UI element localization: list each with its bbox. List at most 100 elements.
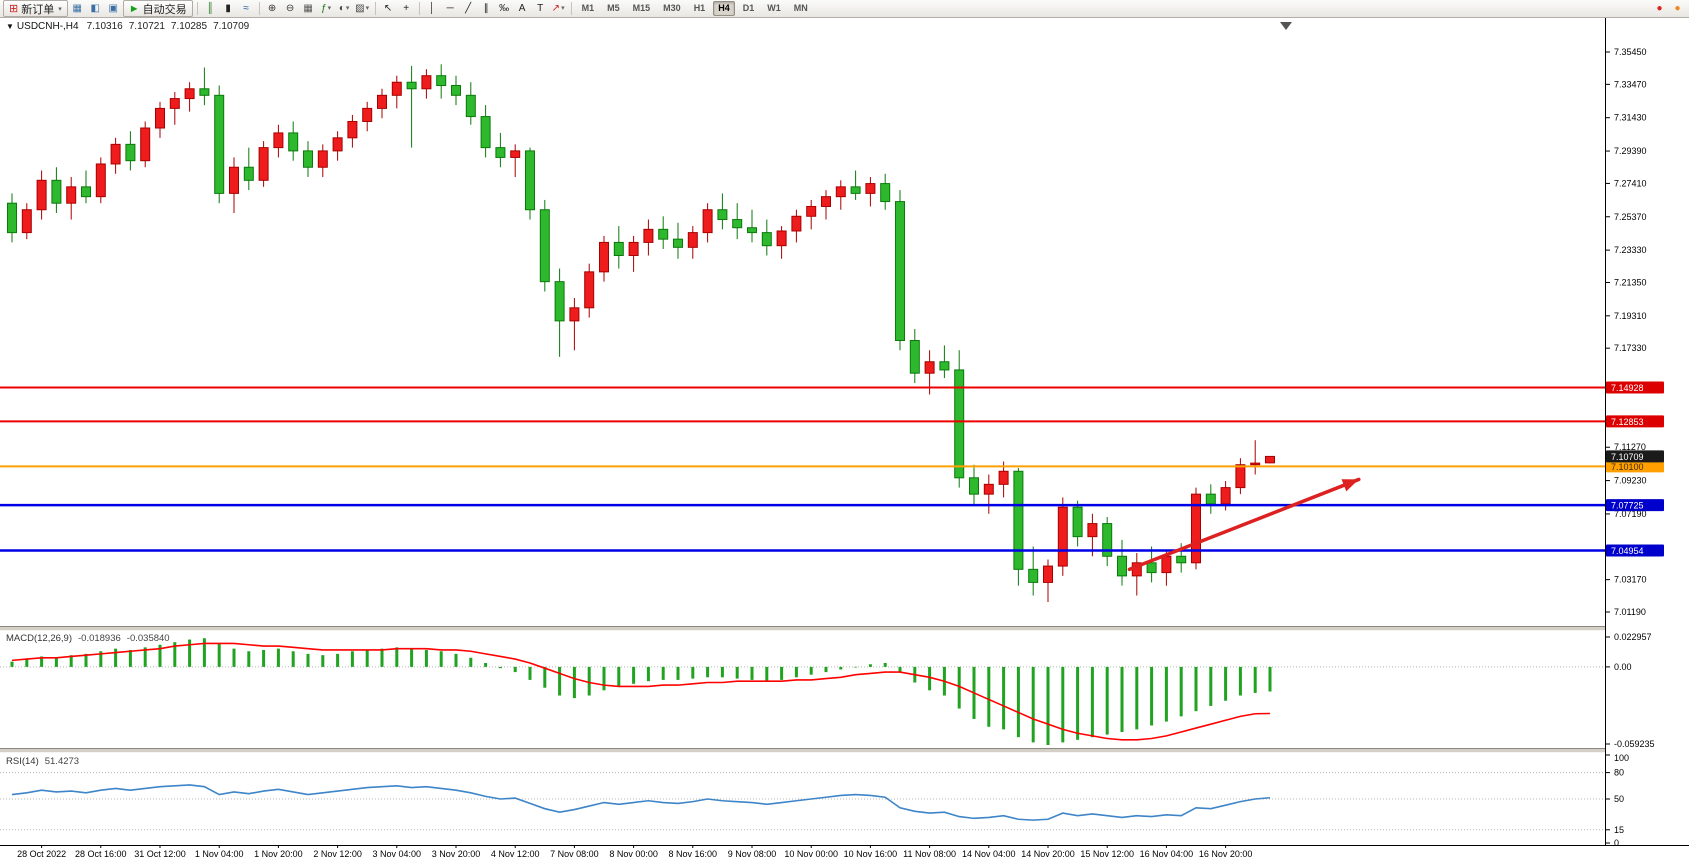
trendline-icon[interactable]: ╱	[460, 1, 477, 16]
macd-bar	[987, 666, 991, 727]
equidistant-channel-icon[interactable]: ∥	[478, 1, 495, 16]
macd-bar	[898, 666, 902, 673]
text-icon[interactable]: A	[514, 1, 531, 16]
timeframe-mn-button[interactable]: MN	[793, 3, 808, 13]
macd-bar	[558, 666, 562, 696]
line-chart-icon: ≈	[243, 3, 249, 14]
crosshair-icon[interactable]: +	[398, 1, 415, 16]
candlestick-chart-icon[interactable]: ▮	[220, 1, 237, 16]
timeframe-m5-button[interactable]: M5	[607, 3, 620, 13]
candle-body	[954, 369, 965, 479]
support-1-price-label: 7.07725	[1606, 499, 1664, 512]
data-window-icon[interactable]: ◧	[87, 1, 104, 16]
indicators-icon[interactable]: ƒ ▾	[318, 1, 335, 16]
market-watch-icon[interactable]: ▦	[69, 1, 86, 16]
indicators-icon: ƒ	[321, 3, 327, 14]
alert-icon[interactable]: ●	[1656, 3, 1663, 14]
timeframe-h4-button[interactable]: H4	[713, 1, 735, 16]
time-axis-label: 3 Nov 04:00	[373, 849, 422, 859]
zoom-in-icon[interactable]: ⊕	[264, 1, 281, 16]
macd-bar	[543, 666, 547, 688]
notifications-icon[interactable]: ●	[1674, 3, 1681, 14]
timeframe-m1-button[interactable]: M1	[581, 3, 595, 13]
data-window-icon: ◧	[90, 3, 100, 14]
bar-chart-icon[interactable]: ║	[202, 1, 219, 16]
candle-body	[510, 150, 521, 158]
price-scale-label: 7.25370	[1614, 212, 1647, 222]
time-axis[interactable]	[0, 846, 1689, 860]
fibonacci-icon[interactable]: ‰	[496, 1, 513, 16]
candle-body	[895, 201, 905, 341]
macd-bar	[247, 651, 251, 667]
candle-body	[1057, 506, 1068, 567]
timeframe-m15-button[interactable]: M15	[632, 3, 651, 13]
macd-bar	[528, 666, 532, 680]
cursor-icon[interactable]: ↖	[380, 1, 397, 16]
timeframe-h1-button[interactable]: H1	[693, 3, 706, 13]
dropdown-caret-icon: ▾	[365, 5, 370, 12]
vertical-line-icon[interactable]: │	[424, 1, 441, 16]
macd-bar	[1179, 666, 1183, 717]
rsi-indicator-name: RSI(14)	[6, 756, 39, 767]
arrows-icon[interactable]: ↗ ▾	[550, 1, 567, 16]
macd-bar	[54, 657, 58, 667]
macd-bar	[794, 666, 798, 678]
candle-body	[465, 94, 476, 118]
candle-body	[1235, 464, 1246, 489]
candle-body	[288, 132, 299, 152]
rsi-value: 51.4273	[44, 756, 80, 767]
candle-body	[969, 477, 979, 495]
macd-bar	[780, 666, 784, 680]
candle-body	[909, 339, 920, 374]
svg-text:7.14928: 7.14928	[1611, 383, 1644, 393]
macd-bar	[173, 642, 177, 667]
horizontal-line-icon: ─	[446, 3, 454, 14]
macd-bar	[646, 666, 650, 682]
candle-body	[1102, 523, 1113, 557]
terminal-icon[interactable]: ▣	[105, 1, 122, 16]
templates-icon[interactable]: ▨ ▾	[354, 1, 371, 16]
zoom-out-icon[interactable]: ⊖	[282, 1, 299, 16]
pane-splitter[interactable]	[0, 748, 1689, 753]
macd-bar	[691, 666, 695, 679]
tile-windows-icon[interactable]: ▦	[300, 1, 317, 16]
rsi-scale-label: 50	[1614, 794, 1624, 804]
fibonacci-icon: ‰	[499, 3, 510, 14]
candle-body	[998, 470, 1009, 485]
toolbar-separator	[196, 2, 198, 15]
macd-bar	[1253, 666, 1257, 693]
price-scale-label: 7.11270	[1614, 442, 1646, 452]
timeframe-d1-button[interactable]: D1	[742, 3, 755, 13]
candle-body	[554, 281, 565, 322]
horizontal-line-icon[interactable]: ─	[442, 1, 459, 16]
candle-body	[1220, 487, 1231, 505]
macd-bar	[1150, 666, 1154, 726]
price-scale[interactable]	[1606, 18, 1689, 845]
macd-bar	[676, 666, 680, 680]
dropdown-caret-icon: ▾	[345, 5, 350, 12]
macd-bar	[262, 649, 266, 667]
macd-bar	[158, 644, 162, 667]
time-axis-label: 31 Oct 12:00	[134, 849, 186, 859]
text-label-icon[interactable]: T	[532, 1, 549, 16]
macd-bar	[1194, 666, 1198, 712]
macd-bar	[1046, 666, 1050, 745]
trend-arrow-annotation[interactable]	[1127, 477, 1361, 572]
timeframe-w1-button[interactable]: W1	[767, 3, 781, 13]
rsi-line	[11, 784, 1271, 821]
pane-splitter[interactable]	[0, 626, 1689, 631]
line-chart-icon[interactable]: ≈	[238, 1, 255, 16]
price-scale-label: 7.07190	[1614, 509, 1647, 519]
candle-body	[613, 241, 624, 257]
candle-body	[880, 183, 891, 203]
macd-scale-label: -0.059235	[1614, 739, 1655, 749]
main-chart-pane[interactable]	[0, 18, 1605, 626]
macd-pane[interactable]	[0, 631, 1605, 748]
periods-icon[interactable]: ◐ ▾	[336, 1, 353, 16]
candle-body	[643, 228, 654, 243]
chart-shift-marker[interactable]	[1280, 22, 1292, 30]
one-click-trading-toggle[interactable]: ▼	[6, 22, 14, 31]
new-order-button[interactable]: ⊞ 新订单 ▾	[3, 0, 68, 17]
auto-trading-button[interactable]: ► 自动交易	[122, 0, 193, 17]
timeframe-m30-button[interactable]: M30	[663, 3, 681, 13]
